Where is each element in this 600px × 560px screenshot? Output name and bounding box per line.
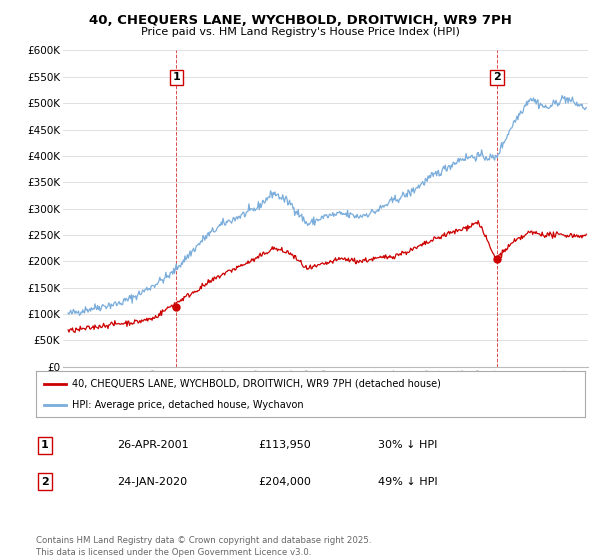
Text: 1: 1 (172, 72, 180, 82)
Text: 2: 2 (493, 72, 501, 82)
Text: 24-JAN-2020: 24-JAN-2020 (117, 477, 187, 487)
Text: Contains HM Land Registry data © Crown copyright and database right 2025.
This d: Contains HM Land Registry data © Crown c… (36, 536, 371, 557)
Text: £204,000: £204,000 (258, 477, 311, 487)
Text: 49% ↓ HPI: 49% ↓ HPI (378, 477, 437, 487)
Text: Price paid vs. HM Land Registry's House Price Index (HPI): Price paid vs. HM Land Registry's House … (140, 27, 460, 37)
Text: £113,950: £113,950 (258, 440, 311, 450)
Text: 1: 1 (41, 440, 49, 450)
Text: 40, CHEQUERS LANE, WYCHBOLD, DROITWICH, WR9 7PH (detached house): 40, CHEQUERS LANE, WYCHBOLD, DROITWICH, … (71, 379, 440, 389)
Text: 26-APR-2001: 26-APR-2001 (117, 440, 188, 450)
Text: 30% ↓ HPI: 30% ↓ HPI (378, 440, 437, 450)
Text: 2: 2 (41, 477, 49, 487)
Text: 40, CHEQUERS LANE, WYCHBOLD, DROITWICH, WR9 7PH: 40, CHEQUERS LANE, WYCHBOLD, DROITWICH, … (89, 14, 511, 27)
Text: HPI: Average price, detached house, Wychavon: HPI: Average price, detached house, Wych… (71, 400, 304, 410)
